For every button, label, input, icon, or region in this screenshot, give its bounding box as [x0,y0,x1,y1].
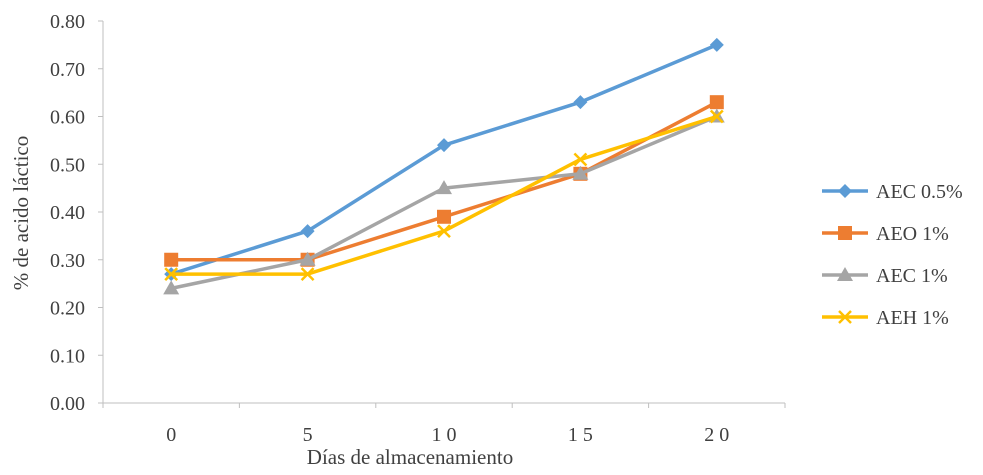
data-point [437,224,451,238]
data-point [573,95,588,110]
legend-label: AEC 0.5% [876,181,963,203]
data-point [300,267,315,281]
y-tick-label: 0.20 [50,298,85,320]
data-point [573,152,588,167]
y-tick-label: 0.10 [50,345,85,367]
legend: AEC 0.5% AEO 1% AEC 1% AEH 1% [822,181,963,329]
series-aec-1- [163,108,725,295]
data-point [164,267,179,281]
data-point [437,138,451,153]
data-point [299,251,316,266]
data-point [709,109,724,124]
y-tick-label: 0.50 [50,154,85,176]
data-point [300,224,315,239]
series-line [170,43,718,276]
y-tick-label: 0.00 [50,393,85,415]
data-point [437,209,451,224]
legend-marker [837,267,853,281]
x-tick-labels: 0 5 1 0 1 5 2 0 [166,424,729,446]
y-tick-label: 0.30 [50,250,85,272]
x-tick-label: 1 0 [432,424,457,446]
y-tick-label: 0.40 [50,202,85,224]
legend-item: AEH 1% [822,307,949,329]
legend-marker [838,310,852,324]
y-tick-labels: 0.00 0.10 0.20 0.30 0.40 0.50 0.60 0.70 0.80 [50,11,85,415]
axes [98,20,786,408]
data-point [436,180,452,195]
data-point [164,252,179,267]
x-tick-label: 5 [303,424,313,446]
legend-marker [838,226,852,240]
legend-item: AEC 1% [822,265,948,287]
data-point [163,280,180,295]
x-tick-label: 2 0 [704,424,729,446]
data-point [572,165,589,180]
y-tick-label: 0.70 [50,59,85,81]
y-tick-label: 0.80 [50,11,85,33]
series-aec-0-5- [164,37,724,282]
data-point [709,95,724,110]
legend-label: AEC 1% [876,265,948,287]
x-tick-label: 0 [166,424,176,446]
series-aeh-1- [164,109,724,281]
legend-item: AEO 1% [822,223,949,245]
y-tick-label: 0.60 [50,107,85,129]
legend-marker [838,184,852,198]
legend-item: AEC 0.5% [822,181,963,203]
legend-label: AEH 1% [876,307,949,329]
x-axis-title: Días de almacenamiento [307,445,513,469]
y-axis-title: % de acido láctico [9,136,33,291]
legend-label: AEO 1% [876,223,949,245]
series-layer [163,37,725,295]
x-tick-label: 1 5 [568,424,593,446]
data-point [709,37,724,52]
